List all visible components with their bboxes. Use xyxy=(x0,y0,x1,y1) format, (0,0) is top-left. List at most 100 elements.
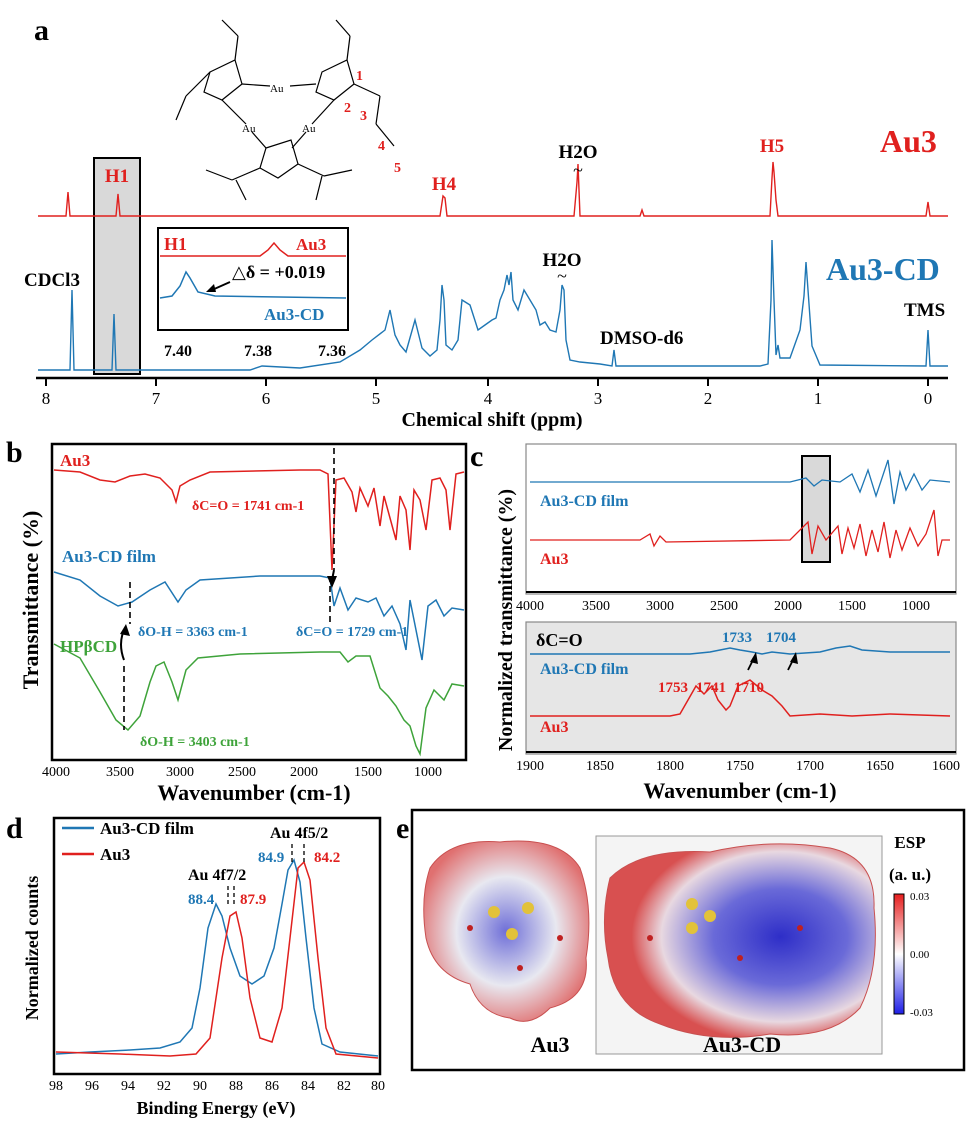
diff-peak-1704: 1704 xyxy=(766,630,797,646)
esp-colorbar-units: (a. u.) xyxy=(889,865,931,884)
inset-h1-label: H1 xyxy=(164,234,187,254)
xps-film-72-value: 88.4 xyxy=(188,892,215,908)
esp-caption-au3cd: Au3-CD xyxy=(703,1032,781,1057)
xps-tick-80: 80 xyxy=(371,1079,385,1094)
xps-tick-94: 94 xyxy=(121,1079,135,1094)
ftir-hpbcd-trace xyxy=(53,643,465,757)
h1-label: H1 xyxy=(105,166,129,187)
esp-colorbar xyxy=(893,893,905,1015)
diff-ir-au3-trace xyxy=(530,509,950,559)
ftir-oh-hp-annot: δO-H = 3403 cm-1 xyxy=(140,735,250,750)
esp-caption-au3: Au3 xyxy=(530,1032,569,1057)
diff-ir-y-label: Normalized transmittance (%) xyxy=(495,489,517,751)
nmr-tick-6: 6 xyxy=(262,389,271,408)
mol-num-3: 3 xyxy=(360,109,367,124)
ftir-co-film-annot: δC=O = 1729 cm-1 xyxy=(296,625,408,640)
h5-label: H5 xyxy=(760,136,784,157)
xps-au3-72-value: 87.9 xyxy=(240,892,266,908)
xps-peak-markers xyxy=(227,844,305,904)
diff-top-tick-1500: 1500 xyxy=(838,599,866,614)
ftir-chart: Au3 Au3-CD film HPβCD δC=O = 1741 cm-1 δ… xyxy=(18,442,468,805)
h2o-bottom-tilde: ~ xyxy=(557,266,567,286)
xps-tick-82: 82 xyxy=(337,1079,351,1094)
diff-ir-bottom-title: δC=O xyxy=(536,630,583,650)
diff-ir-bottom-film-label: Au3-CD film xyxy=(540,661,629,678)
ftir-tick-labels: 4000 3500 3000 2500 2000 1500 1000 xyxy=(42,765,442,780)
nmr-x-label: Chemical shift (ppm) xyxy=(401,409,582,431)
esp-colorbar-min: -0.03 xyxy=(910,1007,933,1019)
au3cd-series-label: Au3-CD xyxy=(826,251,940,287)
xps-au3-52-value: 84.2 xyxy=(314,850,340,866)
diff-top-tick-2000: 2000 xyxy=(774,599,802,614)
nmr-tick-0: 0 xyxy=(924,389,933,408)
diff-top-tick-3000: 3000 xyxy=(646,599,674,614)
nmr-tick-3: 3 xyxy=(594,389,603,408)
diff-ir-bottom-ticks: 1900 1850 1800 1750 1700 1650 1600 xyxy=(516,759,960,774)
nmr-tick-8: 8 xyxy=(42,389,51,408)
inset-tick-738: 7.38 xyxy=(244,343,272,360)
esp-au3cd-surface xyxy=(603,843,876,1038)
inset-delta-label: △δ = +0.019 xyxy=(232,262,325,282)
diff-ir-highlight xyxy=(801,455,831,563)
mol-num-1: 1 xyxy=(356,69,363,84)
xps-f52-title: Au 4f5/2 xyxy=(270,825,328,842)
ftir-hpbcd-label: HPβCD xyxy=(60,637,117,656)
inset-arrow-head xyxy=(206,284,216,292)
xps-tick-96: 96 xyxy=(85,1079,99,1094)
diff-top-tick-1000: 1000 xyxy=(902,599,930,614)
ftir-au3-label: Au3 xyxy=(60,451,90,470)
xps-tick-92: 92 xyxy=(157,1079,171,1094)
h2o-bottom-label: H2O xyxy=(542,250,581,271)
diff-bot-tick-1750: 1750 xyxy=(726,759,754,774)
diff-bot-tick-1700: 1700 xyxy=(796,759,824,774)
nmr-x-ticks xyxy=(45,378,929,386)
xps-legend-film: Au3-CD film xyxy=(100,819,194,838)
h2o-top-label: H2O xyxy=(558,142,597,163)
cdcl3-label: CDCl3 xyxy=(24,270,80,291)
esp-au3cd-atoms xyxy=(647,898,803,961)
mol-num-5: 5 xyxy=(394,161,401,176)
xps-tick-88: 88 xyxy=(229,1079,243,1094)
au3-series-label: Au3 xyxy=(880,123,937,159)
au3cd-nmr-trace xyxy=(38,239,948,371)
diff-bot-tick-1900: 1900 xyxy=(516,759,544,774)
xps-tick-90: 90 xyxy=(193,1079,207,1094)
nmr-tick-1: 1 xyxy=(814,389,823,408)
diff-ir-top-au3-label: Au3 xyxy=(540,551,568,568)
ftir-tick-3000: 3000 xyxy=(166,765,194,780)
diff-ir-top-frame xyxy=(525,443,957,595)
mol-au-left: Au xyxy=(242,123,256,135)
diff-ir-x-label: Wavenumber (cm-1) xyxy=(643,778,836,803)
diff-arrowhead-1 xyxy=(750,652,758,664)
diff-arrowhead-2 xyxy=(790,652,798,664)
h1-highlight-box xyxy=(93,157,141,375)
ftir-tick-3500: 3500 xyxy=(106,765,134,780)
inset-au3-trace xyxy=(160,241,346,257)
mol-num-2: 2 xyxy=(344,101,351,116)
ftir-arrowhead-oh xyxy=(120,624,130,636)
diff-top-tick-3500: 3500 xyxy=(582,599,610,614)
inset-au3cd-label: Au3-CD xyxy=(264,305,324,324)
diff-ir-top-film-label: Au3-CD film xyxy=(540,493,629,510)
nmr-tick-labels: 8 7 6 5 4 3 2 1 0 xyxy=(42,389,933,408)
esp-colorbar-max: 0.03 xyxy=(910,891,930,903)
xps-chart: Au3-CD film Au3 Au 4f7/2 Au 4f5/2 88.4 8… xyxy=(22,816,385,1119)
ftir-tick-2500: 2500 xyxy=(228,765,256,780)
ftir-y-label: Transmittance (%) xyxy=(18,511,43,690)
inset-tick-740: 7.40 xyxy=(164,343,192,360)
diff-peak-1710: 1710 xyxy=(734,680,764,696)
ftir-frame xyxy=(50,442,468,762)
diff-top-tick-2500: 2500 xyxy=(710,599,738,614)
inset-au3cd-trace xyxy=(159,270,347,299)
xps-legend-au3: Au3 xyxy=(100,845,130,864)
xps-tick-98: 98 xyxy=(49,1079,63,1094)
ftir-film-label: Au3-CD film xyxy=(62,547,156,566)
xps-tick-84: 84 xyxy=(301,1079,315,1094)
mol-num-4: 4 xyxy=(378,139,385,154)
ftir-tick-4000: 4000 xyxy=(42,765,70,780)
xps-y-label: Normalized counts xyxy=(22,876,42,1020)
mol-au-top: Au xyxy=(270,83,284,95)
diff-ir-bottom-frame xyxy=(525,621,957,755)
h4-label: H4 xyxy=(432,174,457,195)
nmr-tick-5: 5 xyxy=(372,389,381,408)
